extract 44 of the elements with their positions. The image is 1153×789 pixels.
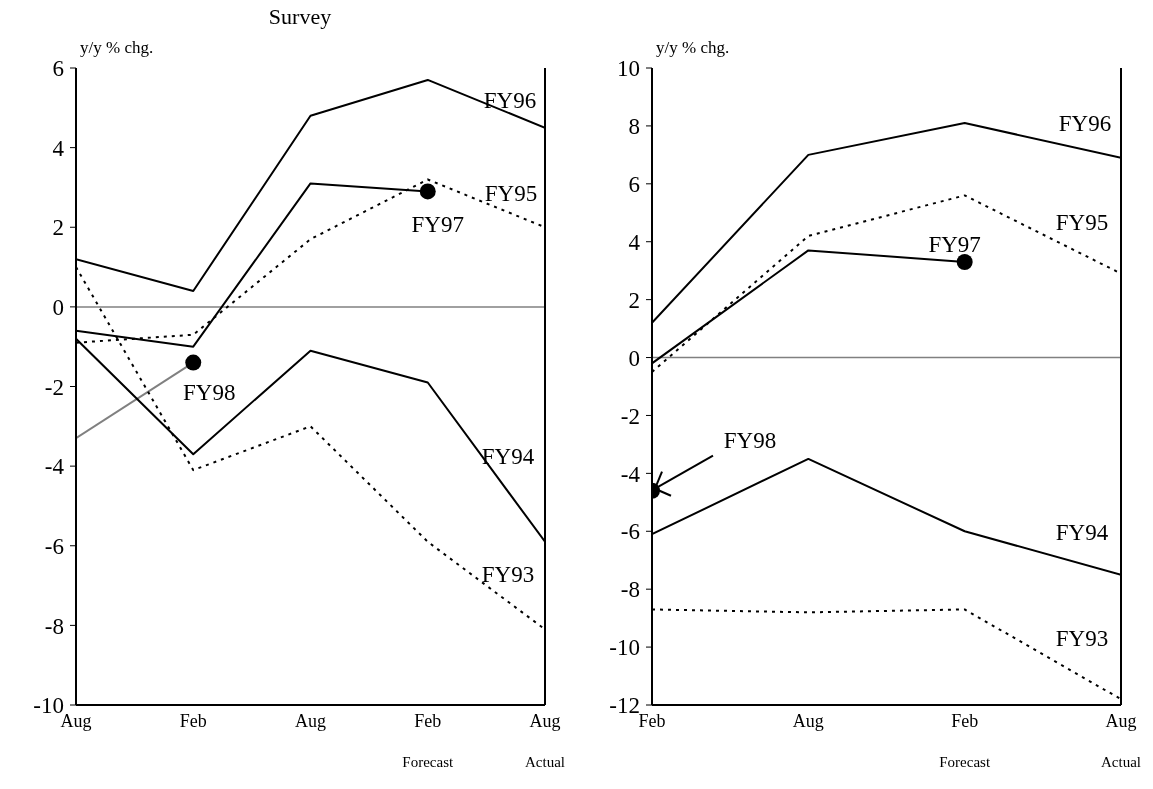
series-label: FY96 bbox=[1058, 110, 1112, 136]
y-axis-title: y/y % chg. bbox=[80, 38, 154, 58]
category-label: Feb Forecast bbox=[402, 711, 454, 770]
x-tick-label: Aug bbox=[792, 711, 824, 731]
series-label: FY96 bbox=[483, 87, 537, 113]
series-label: FY94 bbox=[481, 443, 535, 469]
chart-title: Survey bbox=[267, 4, 333, 30]
y-tick-label: 4 bbox=[52, 135, 65, 161]
series-label: FY95 bbox=[484, 181, 538, 207]
y-tick-label: 2 bbox=[628, 287, 640, 313]
x-tick-label: Aug bbox=[295, 711, 326, 731]
text: FY98 bbox=[723, 427, 777, 453]
category-label: Feb Forecast bbox=[939, 711, 991, 770]
y-tick-label: -8 bbox=[620, 577, 640, 603]
y-tick-label: 8 bbox=[628, 114, 640, 140]
y-tick-label: 4 bbox=[628, 229, 641, 255]
y-tick-label: -4 bbox=[44, 454, 65, 480]
category-label: Aug Actual bbox=[525, 711, 565, 770]
y-tick-label: 10 bbox=[617, 56, 640, 82]
category-label: Aug Actual bbox=[1101, 711, 1141, 770]
series-label: FY95 bbox=[1055, 209, 1109, 235]
y-tick-label: 2 bbox=[52, 215, 64, 241]
series-label: FY98 bbox=[183, 379, 236, 405]
y-tick-label: -10 bbox=[33, 693, 64, 719]
y-tick-label: -4 bbox=[620, 461, 641, 487]
series-label: FY94 bbox=[1055, 519, 1109, 545]
series-label: FY93 bbox=[481, 562, 535, 588]
y-tick-label: 0 bbox=[628, 345, 640, 371]
series-label: FY97 bbox=[411, 212, 464, 238]
series-label: FY97 bbox=[928, 232, 981, 258]
y-tick-label: 6 bbox=[628, 171, 640, 197]
y-tick-label: -12 bbox=[609, 693, 640, 719]
x-tick-label: Feb bbox=[638, 711, 666, 731]
y-tick-label: -6 bbox=[44, 533, 64, 559]
y-tick-label: -6 bbox=[620, 519, 640, 545]
series-label: FY93 bbox=[1055, 626, 1109, 652]
x-tick-label: Feb bbox=[179, 711, 207, 731]
y-tick-label: -8 bbox=[44, 613, 64, 639]
y-tick-label: -2 bbox=[620, 403, 640, 429]
y-tick-label: 0 bbox=[52, 295, 64, 321]
y-axis-title: y/y % chg. bbox=[656, 38, 730, 58]
y-tick-label: 6 bbox=[52, 56, 64, 82]
y-tick-label: -10 bbox=[609, 635, 640, 661]
y-tick-label: -2 bbox=[44, 374, 64, 400]
